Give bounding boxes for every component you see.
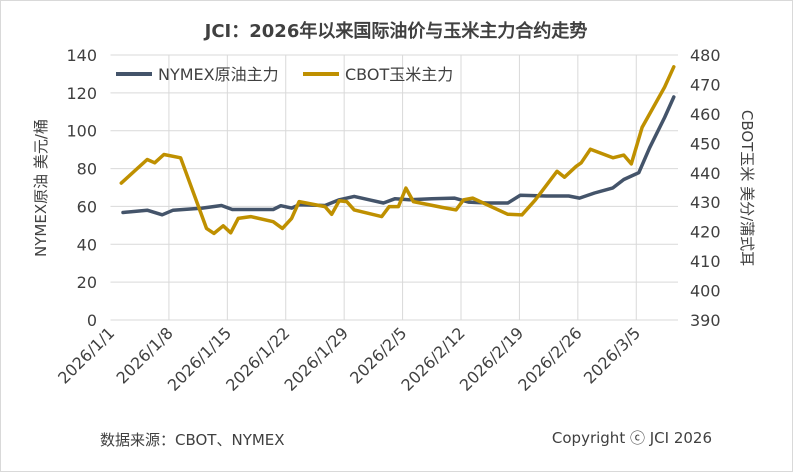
y-right-tick-label: 480 [690,46,721,65]
chart-title: JCI：2026年以来国际油价与玉米主力合约走势 [203,20,588,42]
y-right-tick-label: 470 [690,75,721,94]
series-line-cbot-corn [119,65,676,236]
x-tick-label: 2026/1/1 [54,323,118,387]
y-right-tick-label: 430 [690,193,721,212]
y-axis-left-label: NYMEX原油 美元/桶 [32,119,50,257]
y-right-tick-label: 390 [690,311,721,330]
y-axis-right-label: CBOT玉米 美分/蒲式耳 [738,110,756,266]
x-tick-label: 2026/1/29 [281,323,352,394]
y-left-tick-label: 60 [77,197,97,216]
y-left-tick-label: 0 [87,311,97,330]
series-line-nymex-oil [121,95,676,217]
source-note: 数据来源：CBOT、NYMEX [100,431,285,449]
y-right-tick-label: 460 [690,105,721,124]
legend-label: NYMEX原油主力 [158,65,279,84]
x-tick-label: 2026/3/5 [580,323,644,387]
y-right-tick-label: 410 [690,252,721,271]
legend-label: CBOT玉米主力 [345,65,453,84]
y-left-tick-label: 120 [66,84,97,103]
y-right-tick-label: 440 [690,164,721,183]
y-left-tick-label: 100 [66,122,97,141]
y-left-tick-label: 80 [77,160,97,179]
y-right-tick-label: 400 [690,282,721,301]
y-left-tick-label: 40 [77,235,97,254]
x-tick-label: 2026/2/26 [514,323,585,394]
copyright-note: Copyright ⓒ JCI 2026 [552,429,712,447]
y-left-tick-label: 140 [66,46,97,65]
y-right-tick-label: 420 [690,223,721,242]
y-right-tick-label: 450 [690,134,721,153]
y-left-tick-label: 20 [77,273,97,292]
